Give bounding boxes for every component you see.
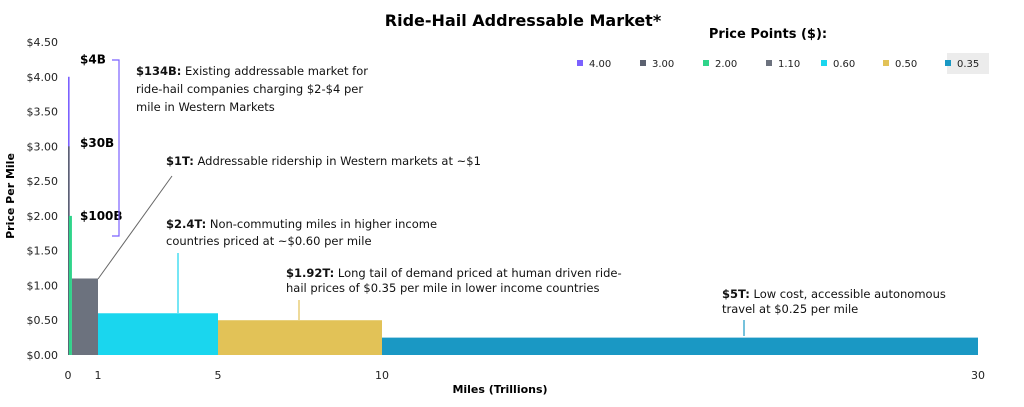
bar-value-labels: $4B $30B $100B <box>80 52 123 223</box>
x-axis-ticks: 0 1 5 10 30 <box>65 369 986 382</box>
bar-0-60 <box>98 313 218 355</box>
legend-swatch <box>703 60 709 66</box>
annotation-1-92t-line-1: Long tail of demand priced at human driv… <box>334 266 621 280</box>
bracket-134b <box>112 59 120 237</box>
annotation-2-4t: $2.4T: Non-commuting miles in higher inc… <box>166 217 441 248</box>
annotation-134b-line-1: Existing addressable market for <box>181 64 368 78</box>
leader-1t <box>97 175 173 280</box>
bar-0-35 <box>382 337 978 355</box>
legend-swatch <box>945 60 951 66</box>
y-tick-label: $0.50 <box>27 314 59 327</box>
y-tick-label: $2.50 <box>27 175 59 188</box>
legend-label: 0.50 <box>895 59 917 70</box>
bar-0-50 <box>218 320 382 355</box>
bar-3-00 <box>68 146 70 355</box>
y-tick-label: $1.50 <box>27 245 59 258</box>
y-tick-label: $1.00 <box>27 279 59 292</box>
chart-title: Ride-Hail Addressable Market* <box>385 11 662 30</box>
legend-label: 4.00 <box>589 59 611 70</box>
bar-2-00 <box>68 215 72 355</box>
legend-label: 2.00 <box>715 59 737 70</box>
legend-label: 0.60 <box>833 59 855 70</box>
bar-value-label: $100B <box>80 209 123 223</box>
legend-swatch <box>821 60 827 66</box>
legend-label: 3.00 <box>652 59 674 70</box>
bar-1-10 <box>71 278 98 355</box>
x-axis-title: Miles (Trillions) <box>452 383 547 396</box>
x-tick-label: 0 <box>65 369 72 382</box>
y-axis-ticks: $0.00 $0.50 $1.00 $1.50 $2.00 $2.50 $3.00 $3.50… <box>27 36 59 362</box>
annotation-5t-bold: $5T: <box>722 287 750 301</box>
legend-title: Price Points ($): <box>709 27 827 42</box>
annotation-1-92t-line-2: hail prices of $0.35 per mile in lower i… <box>286 281 600 295</box>
legend-swatch <box>766 60 772 66</box>
y-axis-title: Price Per Mile <box>4 153 17 239</box>
annotation-5t-line-1: Low cost, accessible autonomous <box>750 287 946 301</box>
annotation-134b-line-2: ride-hail companies charging $2-$4 per <box>136 82 363 96</box>
y-tick-label: $3.50 <box>27 106 59 119</box>
annotation-5t-line-2: travel at $0.25 per mile <box>722 302 858 316</box>
y-tick-label: $0.00 <box>27 349 59 362</box>
annotation-2-4t-bold: $2.4T: <box>166 217 206 231</box>
annotation-1-92t-bold: $1.92T: <box>286 266 334 280</box>
annotation-1t-bold: $1T: <box>166 154 194 168</box>
annotation-134b: $134B: Existing addressable market for r… <box>136 64 372 114</box>
x-tick-label: 10 <box>375 369 389 382</box>
annotation-134b-line-3: mile in Western Markets <box>136 100 275 114</box>
annotation-1t: $1T: Addressable ridership in Western ma… <box>166 154 481 168</box>
legend-label: 0.35 <box>957 59 979 70</box>
annotation-1t-line-1: Addressable ridership in Western markets… <box>194 154 481 168</box>
legend-swatch <box>577 60 583 66</box>
bars <box>68 76 978 356</box>
annotation-1-92t: $1.92T: Long tail of demand priced at hu… <box>286 266 625 295</box>
annotation-5t: $5T: Low cost, accessible autonomous tra… <box>722 287 950 316</box>
y-tick-label: $4.50 <box>27 36 59 49</box>
legend: 4.00 3.00 2.00 1.10 0.60 0.50 0.35 <box>577 59 979 70</box>
annotation-2-4t-line-1: Non-commuting miles in higher income <box>206 217 437 231</box>
bar-value-label: $4B <box>80 52 106 66</box>
annotation-134b-bold: $134B: <box>136 64 181 78</box>
annotation-2-4t-line-2: countries priced at ~$0.60 per mile <box>166 234 372 248</box>
legend-highlight <box>947 53 989 74</box>
y-tick-label: $3.00 <box>27 140 59 153</box>
legend-swatch <box>640 60 646 66</box>
x-tick-label: 30 <box>971 369 985 382</box>
x-tick-label: 1 <box>95 369 102 382</box>
y-tick-label: $4.00 <box>27 71 59 84</box>
y-tick-label: $2.00 <box>27 210 59 223</box>
bar-value-label: $30B <box>80 136 114 150</box>
x-tick-label: 5 <box>215 369 222 382</box>
legend-swatch <box>883 60 889 66</box>
legend-label: 1.10 <box>778 59 800 70</box>
